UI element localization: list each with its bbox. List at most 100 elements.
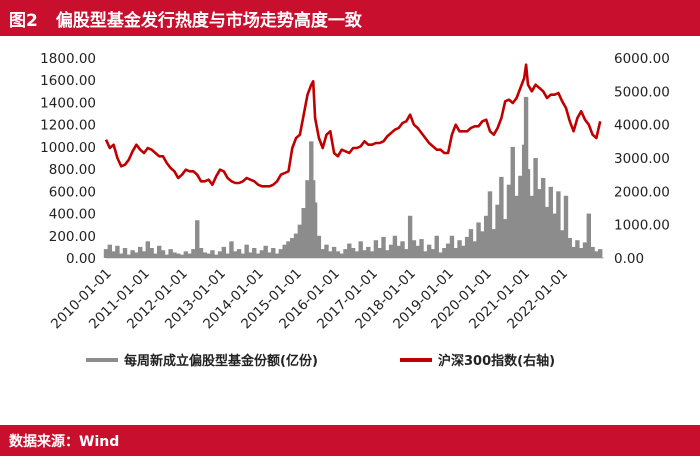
figure-title: 偏股型基金发行热度与市场走势高度一致 [55,10,362,31]
bar [305,180,310,258]
y-left-tick-label: 1800.00 [40,51,96,67]
bar [358,241,363,258]
bar [145,241,151,258]
bar [221,246,227,258]
bar [464,236,470,258]
bar [423,251,428,258]
bar [138,246,143,258]
bar [567,238,572,258]
bar [510,146,515,258]
y-right-tick-label: 6000.00 [614,51,670,67]
bar [263,245,268,258]
source-bar: 数据来源：Wind [0,425,700,456]
bar [453,248,458,258]
bar [210,250,215,258]
bar [312,202,318,258]
bar [267,252,272,258]
y-left-tick-label: 1200.00 [40,118,96,134]
bar-series [103,96,603,258]
bar [396,245,401,258]
y-left-tick-label: 400.00 [49,207,96,223]
y-right-tick-label: 0.00 [614,251,644,267]
bar [525,169,531,258]
y-left-tick-label: 200.00 [49,229,96,245]
bar [502,219,508,258]
source-text: 数据来源：Wind [9,433,120,450]
bar [157,245,162,258]
bar [472,241,477,258]
bar [324,244,329,258]
bar [172,252,177,258]
bar [153,253,158,258]
bar [430,249,436,258]
bar [111,251,116,258]
bar [191,249,196,258]
bar [487,191,493,258]
bar [320,249,325,258]
bar [518,175,523,258]
bar [214,254,219,258]
bar [381,236,386,258]
bar [149,248,154,258]
bar [240,253,246,258]
bar [438,252,443,258]
bar [202,252,208,258]
bar [548,186,553,258]
bar [533,158,538,258]
bar [286,241,291,258]
bar [290,238,295,258]
bar [559,230,565,258]
bar [187,253,192,258]
bar [594,251,599,258]
bar [103,249,109,258]
y-right-tick-label: 5000.00 [614,84,670,100]
bar [491,229,496,258]
bar [130,250,135,258]
bar [400,241,405,258]
bar [578,248,584,258]
bar [179,254,185,258]
y-left-tick-label: 1400.00 [40,95,96,111]
bar [373,240,379,258]
bar [119,253,124,258]
bar [198,248,204,258]
bar [434,235,439,258]
bar [575,240,580,258]
bar [377,248,382,258]
bar [259,250,265,258]
bar [563,195,569,258]
bar [229,241,234,258]
bar [586,213,591,258]
bar [297,224,303,258]
bar [176,253,181,258]
right-axis-ticks: 0.00 1000.00 2000.00 3000.00 4000.00 5000.00 6… [614,51,670,267]
bar [252,248,257,258]
y-left-tick-label: 1600.00 [40,73,96,89]
bar [107,244,113,258]
figure-label: 图2 [9,10,38,31]
bar [499,176,504,258]
bar [540,178,546,258]
bar [415,245,420,258]
bar [248,252,253,258]
left-axis-ticks: 0.00 200.00 400.00 600.00 800.00 1000.00 1200.… [40,51,96,267]
bar [339,253,344,258]
bar [115,245,120,258]
bar [426,244,432,258]
bar [537,189,542,258]
chart: 0.00 200.00 400.00 600.00 800.00 1000.00 1200.… [40,51,670,369]
legend-label-bars: 每周新成立偏股型基金份额(亿份) [124,353,318,369]
bar [369,251,375,258]
bar [236,249,242,258]
bar [495,204,500,258]
bar [404,249,409,258]
bar [134,252,139,258]
bar [168,249,173,258]
bar [206,253,211,258]
y-left-tick-label: 1000.00 [40,140,96,156]
bar [126,254,132,258]
bar [362,250,367,258]
y-left-tick-label: 600.00 [49,184,96,200]
bar [331,246,337,258]
bar [141,251,147,258]
